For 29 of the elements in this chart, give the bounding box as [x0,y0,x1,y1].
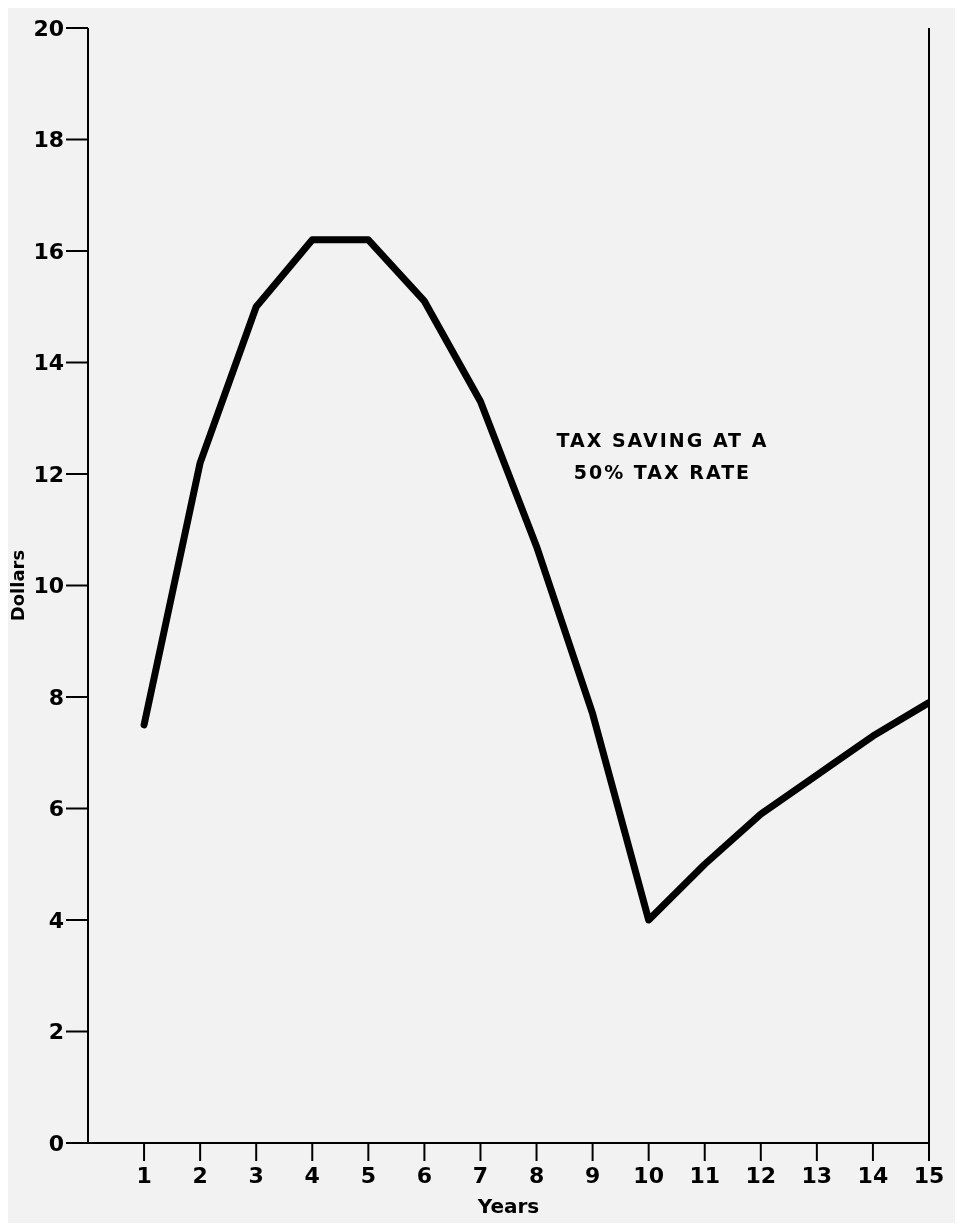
y-tick-label: 6 [48,796,64,822]
y-tick-label: 0 [48,1130,64,1156]
x-axis-title: Years [476,1194,540,1218]
y-tick-label: 8 [48,684,64,710]
x-tick-label: 8 [528,1162,545,1188]
x-tick-label: 10 [633,1162,664,1188]
x-tick-label: 11 [689,1162,721,1188]
x-tick-label: 2 [192,1162,208,1188]
y-tick-label: 14 [33,350,64,376]
text: TAX SAVING AT A 50% TAX RATE [555,427,770,485]
y-axis-title: Dollars [7,549,29,622]
y-tick-label: 4 [48,907,64,933]
x-tick-label: 1 [136,1162,152,1188]
y-tick-label: 16 [33,238,64,264]
y-tick-label: 20 [33,15,64,41]
x-tick-label: 6 [416,1162,433,1188]
x-tick-label: 13 [801,1162,833,1188]
y-tick-label: 12 [33,461,64,487]
y-tick-label: 10 [33,573,64,599]
x-tick-label: 9 [584,1162,601,1188]
y-tick-label: 2 [48,1019,64,1045]
x-tick-label: 15 [913,1162,945,1188]
x-tick-label: 12 [745,1162,777,1188]
x-tick-label: 14 [857,1162,889,1188]
x-tick-label: 3 [248,1162,264,1188]
x-tick-label: 7 [472,1162,489,1188]
x-tick-label: 5 [360,1162,376,1188]
x-tick-label: 4 [304,1162,320,1188]
y-tick-label: 18 [33,127,64,153]
